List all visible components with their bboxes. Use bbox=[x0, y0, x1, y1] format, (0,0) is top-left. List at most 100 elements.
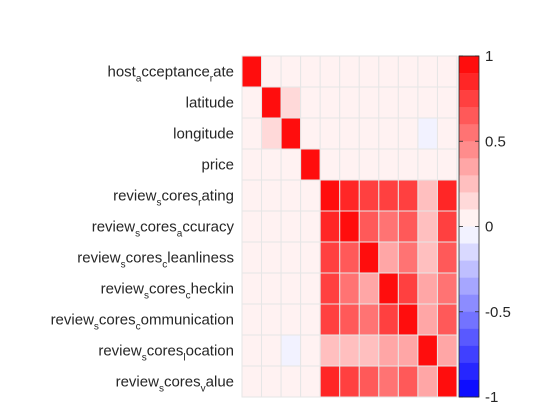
heatmap-cell bbox=[261, 241, 282, 274]
colorbar-ticks: 1 0.5 0 -0.5 -1 bbox=[459, 48, 511, 406]
heatmap-cell bbox=[397, 86, 419, 119]
heatmap-cell bbox=[339, 179, 360, 212]
heatmap-cell bbox=[300, 334, 321, 367]
row-label: reviewscoresaccuracy bbox=[92, 219, 235, 240]
heatmap-cell bbox=[300, 365, 321, 398]
row-label: reviewscoresrating bbox=[113, 188, 234, 209]
row-label-subscript: s bbox=[135, 229, 140, 240]
heatmap-cell bbox=[300, 303, 321, 336]
heatmap-cell bbox=[241, 272, 263, 305]
colorbar-segment bbox=[459, 362, 479, 381]
row-label-part: ccuracy bbox=[182, 219, 234, 236]
heatmap-cell bbox=[417, 55, 438, 88]
colorbar-tick-label: 0 bbox=[485, 219, 493, 236]
heatmap-cell bbox=[241, 303, 263, 336]
heatmap-cell bbox=[261, 365, 282, 398]
heatmap-cell bbox=[300, 272, 321, 305]
row-label-part: review bbox=[116, 374, 160, 391]
heatmap-cell bbox=[378, 148, 399, 181]
row-label-subscript: l bbox=[183, 353, 185, 364]
heatmap-cell bbox=[417, 334, 438, 367]
heatmap-cell bbox=[358, 272, 380, 305]
colorbar-segment bbox=[459, 294, 479, 313]
heatmap-cell bbox=[241, 148, 263, 181]
row-label-part: cores bbox=[99, 312, 136, 329]
heatmap-cell bbox=[241, 117, 263, 150]
row-label-part: ating bbox=[201, 188, 234, 205]
heatmap-cell bbox=[339, 365, 360, 398]
colorbar-tick-label: -1 bbox=[485, 389, 498, 406]
heatmap-cell bbox=[378, 303, 399, 336]
row-label-subscript: c bbox=[186, 291, 191, 302]
row-label-subscript: r bbox=[198, 198, 202, 209]
row-label-subscript: a bbox=[136, 74, 142, 85]
row-label-part: leanliness bbox=[167, 250, 234, 267]
row-label-part: ocation bbox=[186, 343, 234, 360]
colorbar-segment bbox=[459, 260, 479, 278]
colorbar-segment bbox=[459, 311, 479, 330]
row-label-subscript: s bbox=[156, 198, 161, 209]
heatmap-cell bbox=[358, 117, 380, 150]
row-label-subscript: s bbox=[159, 384, 164, 395]
colorbar-segment bbox=[459, 345, 479, 364]
heatmap-cell bbox=[280, 179, 302, 212]
heatmap-cell bbox=[241, 241, 263, 274]
heatmap-cell bbox=[319, 148, 341, 181]
heatmap-cell bbox=[436, 179, 458, 212]
row-labels: hostacceptanceratelatitudelongitudeprice… bbox=[51, 64, 235, 395]
heatmap-cell bbox=[261, 303, 282, 336]
row-label-part: review bbox=[113, 188, 157, 205]
row-label-part: latitude bbox=[186, 95, 234, 112]
row-label-part: review bbox=[77, 250, 121, 267]
row-label-part: longitude bbox=[173, 126, 234, 143]
heatmap-cell bbox=[280, 334, 302, 367]
heatmap-cell bbox=[241, 86, 263, 119]
heatmap-cell bbox=[397, 148, 419, 181]
heatmap-cell bbox=[241, 334, 263, 367]
heatmap-cell bbox=[397, 55, 419, 88]
heatmap-cell bbox=[397, 210, 419, 243]
heatmap-cell bbox=[261, 272, 282, 305]
row-label: reviewscorescommunication bbox=[51, 312, 234, 333]
heatmap-cell bbox=[397, 303, 419, 336]
row-label-subscript: c bbox=[136, 322, 141, 333]
colorbar-segment bbox=[459, 192, 479, 210]
heatmap-cell bbox=[280, 55, 302, 88]
heatmap-cell bbox=[378, 86, 399, 119]
row-label-subscript: s bbox=[144, 291, 149, 302]
heatmap-cell bbox=[241, 55, 263, 88]
heatmap-cell bbox=[319, 365, 341, 398]
heatmap-cell bbox=[436, 210, 458, 243]
row-label: reviewscoreslocation bbox=[98, 343, 234, 364]
heatmap-cell bbox=[358, 241, 380, 274]
row-label-subscript: v bbox=[201, 384, 206, 395]
heatmap-cell bbox=[300, 241, 321, 274]
heatmap-cell bbox=[280, 86, 302, 119]
heatmap-cell bbox=[319, 179, 341, 212]
heatmap-cell bbox=[300, 148, 321, 181]
heatmap-cell bbox=[319, 55, 341, 88]
heatmap-cell bbox=[261, 86, 282, 119]
row-label-part: ate bbox=[213, 64, 234, 81]
heatmap-cell bbox=[280, 117, 302, 150]
heatmap-cell bbox=[378, 55, 399, 88]
heatmap-cell bbox=[378, 210, 399, 243]
heatmap-cell bbox=[358, 179, 380, 212]
heatmap-cell bbox=[397, 241, 419, 274]
heatmap-cell bbox=[300, 117, 321, 150]
colorbar-segment bbox=[459, 141, 479, 159]
colorbar-tick-label: 0.5 bbox=[485, 133, 506, 150]
heatmap-cell bbox=[280, 303, 302, 336]
heatmap-cell bbox=[261, 210, 282, 243]
heatmap-cell bbox=[339, 210, 360, 243]
row-label-part: price bbox=[201, 157, 234, 174]
heatmap-cell bbox=[417, 241, 438, 274]
colorbar-segment bbox=[459, 243, 479, 261]
heatmap-cell bbox=[280, 272, 302, 305]
heatmap-cell bbox=[358, 365, 380, 398]
row-label: reviewscorescheckin bbox=[101, 281, 234, 302]
heatmap-cell bbox=[261, 179, 282, 212]
row-label-part: cores bbox=[164, 374, 201, 391]
colorbar-segment bbox=[459, 175, 479, 193]
